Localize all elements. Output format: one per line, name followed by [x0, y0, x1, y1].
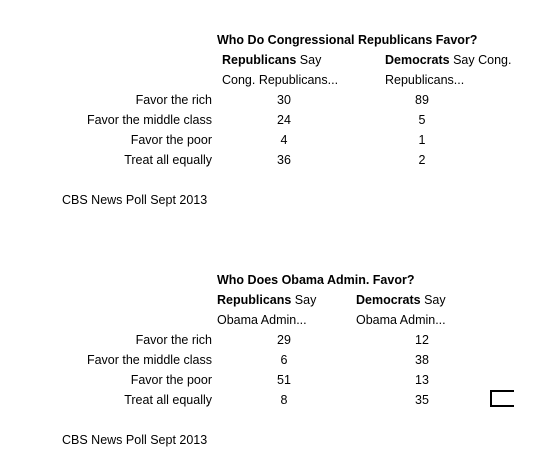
table1-cell: 24: [277, 113, 291, 127]
table2-col2-header-bold: Democrats: [356, 293, 421, 307]
table2-col2-header-line2: Obama Admin...: [356, 313, 446, 327]
table1-row-label: Favor the poor: [130, 133, 212, 147]
table1-cell: 36: [277, 153, 291, 167]
table1-cell: 89: [415, 93, 429, 107]
table2-col1-header-bold: Republicans: [217, 293, 292, 307]
bracket-shape: [490, 390, 514, 407]
table1-cell: 30: [277, 93, 291, 107]
table2-col1-header-line2: Obama Admin...: [217, 313, 307, 327]
table1-col2-header-rest: Say Cong.: [449, 53, 512, 67]
table2-col1-header-rest: Say: [291, 293, 317, 307]
table2-cell: 51: [277, 373, 291, 387]
table2-row-label: Favor the rich: [135, 333, 212, 347]
table1-col1-header-rest: Say: [296, 53, 322, 67]
table1-cell: 1: [418, 133, 426, 147]
table2-row-label: Treat all equally: [124, 393, 212, 407]
table1-cell: 2: [418, 153, 426, 167]
table1-row-label: Favor the rich: [135, 93, 212, 107]
table2-row-label: Favor the middle class: [86, 353, 212, 367]
table1-col2-header: Democrats Say Cong.: [385, 52, 511, 68]
table2-col1-header: Republicans Say: [217, 292, 316, 308]
table2-source: CBS News Poll Sept 2013: [62, 433, 208, 447]
table1-row-label: Favor the middle class: [86, 113, 212, 127]
table1-col1-header: Republicans Say: [222, 52, 321, 68]
table2-col2-header: Democrats Say: [356, 292, 446, 308]
table1-source: CBS News Poll Sept 2013: [62, 193, 208, 207]
table1-col1-header-bold: Republicans: [222, 53, 297, 67]
table2-cell: 8: [280, 393, 288, 407]
table1-col2-header-bold: Democrats: [385, 53, 450, 67]
table2-cell: 29: [277, 333, 291, 347]
table2-row-label: Favor the poor: [130, 373, 212, 387]
table2-cell: 35: [415, 393, 429, 407]
table2-cell: 13: [415, 373, 429, 387]
table2-title: Who Does Obama Admin. Favor?: [217, 273, 415, 287]
table2-cell: 6: [280, 353, 288, 367]
table2-col2-header-rest: Say: [420, 293, 446, 307]
table1-cell: 4: [280, 133, 288, 147]
table1-col1-header-line2: Cong. Republicans...: [222, 73, 339, 87]
table2-cell: 38: [415, 353, 429, 367]
table1-col2-header-line2: Republicans...: [385, 73, 465, 87]
table1-row-label: Treat all equally: [124, 153, 212, 167]
table1-cell: 5: [418, 113, 426, 127]
table1-title: Who Do Congressional Republicans Favor?: [217, 33, 478, 47]
table2-cell: 12: [415, 333, 429, 347]
